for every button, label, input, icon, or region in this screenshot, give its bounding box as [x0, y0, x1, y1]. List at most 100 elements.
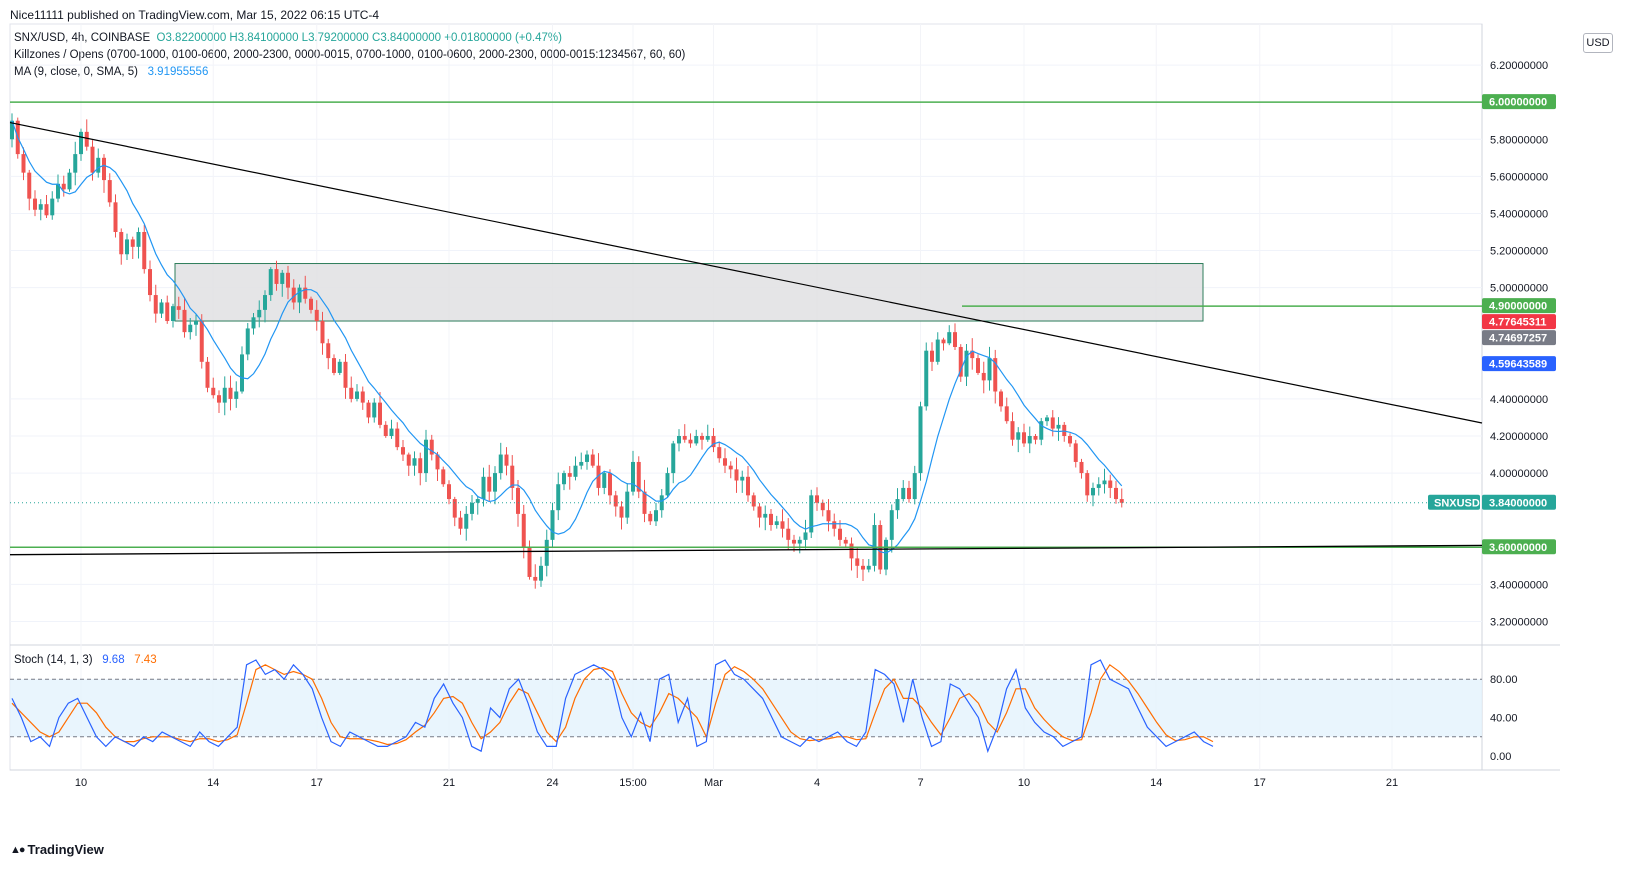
- legend-symbol[interactable]: SNX/USD, 4h, COINBASE: [14, 32, 151, 44]
- candle-body: [763, 513, 768, 518]
- ma-line: [11, 120, 1123, 554]
- candle-body: [550, 510, 555, 540]
- candle-body: [435, 454, 440, 470]
- candle-body: [556, 484, 561, 511]
- candle-body: [470, 502, 474, 514]
- legend-stoch-label[interactable]: Stoch (14, 1, 3): [14, 654, 93, 666]
- symbol-tag: [1428, 494, 1480, 510]
- descending-trendline: [9, 121, 1483, 424]
- candle-body: [654, 510, 658, 522]
- candle-body: [527, 547, 532, 577]
- time-tick-label: 17: [311, 777, 323, 789]
- candle-body: [171, 306, 175, 322]
- price-tick-label: 5.40000000: [1490, 208, 1548, 220]
- candle-body: [999, 391, 1003, 407]
- candle-body: [573, 465, 578, 477]
- currency-button[interactable]: USD: [1583, 33, 1613, 53]
- candle-body: [895, 499, 900, 511]
- tradingview-brand: ▲● TradingView: [10, 842, 104, 857]
- publisher-header: Nice11111 published on TradingView.com, …: [10, 8, 380, 22]
- time-tick-label: 14: [207, 777, 219, 789]
- support-trendline: [9, 544, 1483, 556]
- candle-body: [452, 499, 457, 518]
- price-badge: [1482, 539, 1556, 555]
- candle-body: [1068, 436, 1072, 444]
- time-tick-label: 10: [1018, 777, 1030, 789]
- price-tick-label: 5.80000000: [1490, 134, 1548, 146]
- candle-body: [901, 487, 906, 500]
- candle-body: [832, 521, 837, 529]
- candle-body: [1039, 421, 1044, 440]
- candle-body: [1033, 436, 1038, 440]
- grid: [9, 23, 1560, 771]
- legend-killzones[interactable]: Killzones / Opens (0700-1000, 0100-0600,…: [14, 49, 686, 61]
- candle-body: [602, 473, 607, 488]
- candle-body: [510, 465, 515, 488]
- candle-body: [774, 521, 779, 526]
- time-tick-label: 7: [917, 777, 923, 789]
- candle-body: [211, 387, 216, 396]
- candle-body: [401, 447, 405, 455]
- candle-body: [1027, 436, 1032, 444]
- candle-body: [769, 513, 773, 526]
- candle-body: [343, 361, 348, 388]
- candle-body: [1016, 432, 1021, 440]
- candle-body: [717, 447, 722, 459]
- candle-body: [286, 272, 290, 288]
- candle-body: [67, 172, 72, 190]
- candle-body: [119, 232, 124, 255]
- candle-body: [734, 469, 739, 481]
- candle-body: [981, 372, 986, 381]
- candle-body: [1114, 487, 1118, 500]
- candle-body: [659, 495, 664, 511]
- candle-body: [1062, 424, 1067, 436]
- candle-body: [504, 454, 509, 466]
- stoch-pane: [10, 659, 1482, 754]
- candle-body: [746, 476, 750, 496]
- candle-body: [475, 499, 480, 503]
- candle-body: [418, 458, 423, 474]
- candle-body: [251, 317, 256, 329]
- candle-body: [263, 295, 267, 310]
- candle-body: [723, 458, 727, 466]
- candle-body: [326, 343, 331, 359]
- candle-body: [291, 287, 296, 303]
- price-tick-label: 6.20000000: [1490, 60, 1548, 72]
- candle-body: [61, 183, 66, 190]
- price-badge: [1482, 298, 1556, 314]
- symbol-tag-label: SNXUSD: [1434, 497, 1480, 509]
- price-badge-label: 3.60000000: [1489, 542, 1547, 554]
- candle-body: [711, 436, 716, 448]
- candle-body: [780, 521, 785, 529]
- stoch-tick-label: 40.00: [1490, 713, 1518, 725]
- candle-body: [372, 402, 377, 418]
- candle-body: [182, 309, 187, 333]
- time-tick-label: Mar: [704, 777, 723, 789]
- candle-body: [136, 232, 141, 247]
- candle-body: [424, 439, 428, 474]
- legend-stoch-k: 9.68: [102, 654, 125, 666]
- candle-body: [585, 454, 589, 462]
- tradingview-logo-icon: ▲●: [10, 843, 25, 856]
- candle-body: [96, 157, 101, 173]
- candle-body: [642, 491, 647, 514]
- candle-body: [671, 443, 676, 474]
- candle-body: [964, 350, 969, 377]
- candle-body: [855, 558, 860, 566]
- candle-body: [188, 324, 193, 333]
- candle-body: [705, 436, 710, 440]
- candle-body: [815, 495, 819, 503]
- candle-body: [1085, 473, 1090, 496]
- price-tick-label: 4.40000000: [1490, 394, 1548, 406]
- candle-body: [993, 358, 998, 392]
- legend-ma-label[interactable]: MA (9, close, 0, SMA, 5): [14, 66, 138, 78]
- price-badge-label: 4.90000000: [1489, 301, 1547, 313]
- candle-body: [970, 350, 975, 359]
- candle-body: [786, 528, 791, 540]
- drawings: [9, 101, 1483, 556]
- price-badge-label: 3.84000000: [1489, 497, 1547, 509]
- candle-body: [1010, 421, 1015, 440]
- brand-name: TradingView: [27, 842, 104, 857]
- price-tick-label: 3.40000000: [1490, 579, 1548, 591]
